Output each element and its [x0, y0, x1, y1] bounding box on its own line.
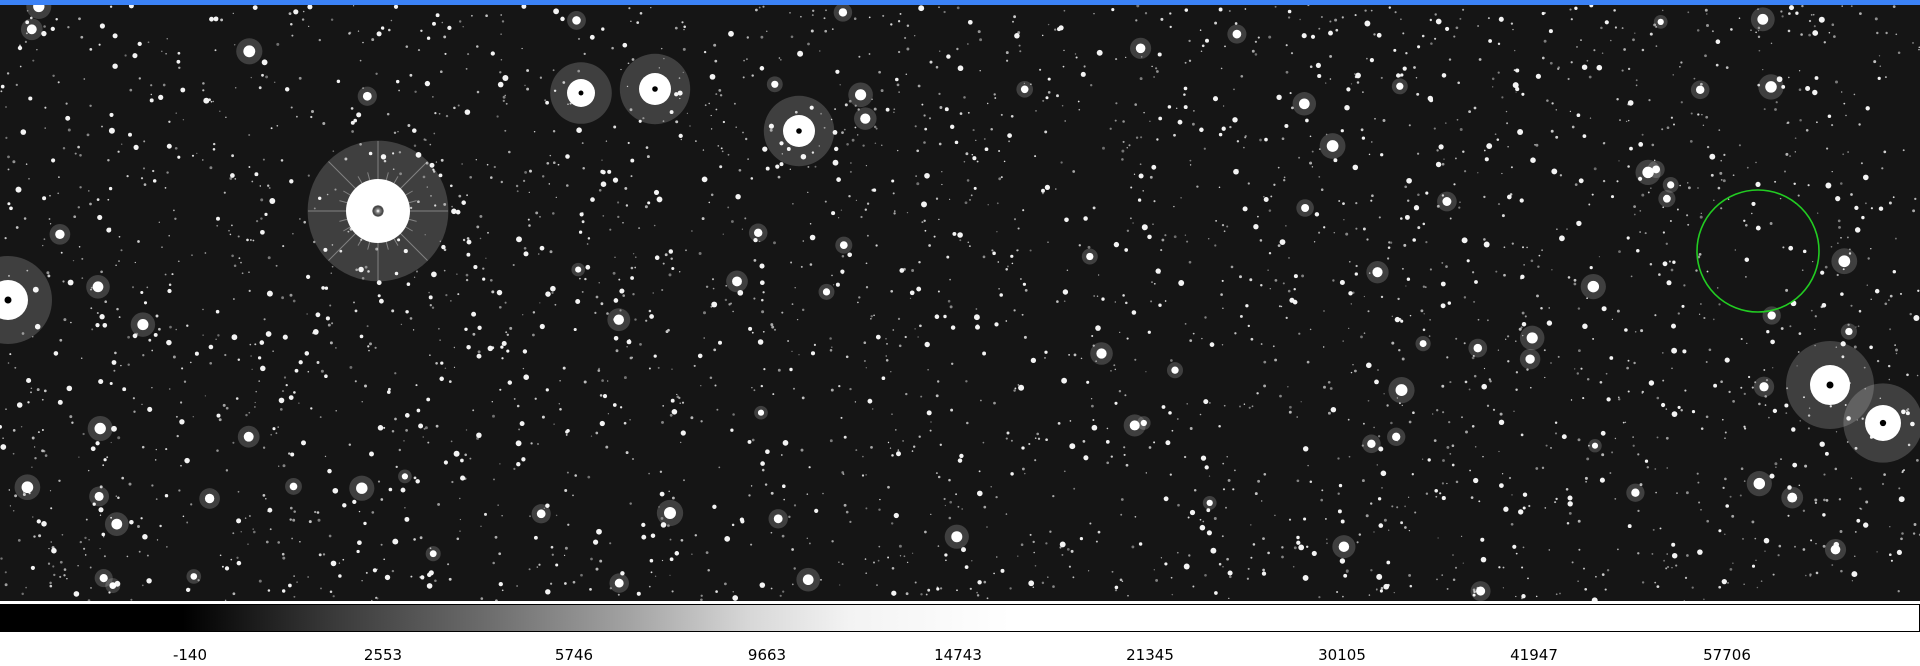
colorbar-tick-label: -140: [172, 646, 208, 664]
colorbar-tick-label: 57706: [1703, 646, 1751, 664]
colorbar-tick-label: 9663: [747, 646, 787, 664]
colorbar-tick-label: 41947: [1510, 646, 1558, 664]
colorbar-gradient: [1, 605, 1011, 631]
colorbar-tick-label: 14743: [934, 646, 982, 664]
colorbar[interactable]: [0, 604, 1920, 632]
starfield-image[interactable]: [0, 5, 1920, 601]
colorbar-tick-label: 21345: [1126, 646, 1174, 664]
colorbar-tick-label: 5746: [554, 646, 594, 664]
colorbar-tick-row: -140 2553 5746 9663 14743 21345 30105 41…: [0, 636, 1920, 666]
colorbar-tick-label: 30105: [1318, 646, 1366, 664]
image-canvas[interactable]: [0, 5, 1920, 601]
colorbar-tick-label: 2553: [363, 646, 403, 664]
window-top-bar: [0, 0, 1920, 5]
circle-region-marker[interactable]: [1696, 189, 1820, 313]
stars-layer: [0, 5, 1920, 601]
